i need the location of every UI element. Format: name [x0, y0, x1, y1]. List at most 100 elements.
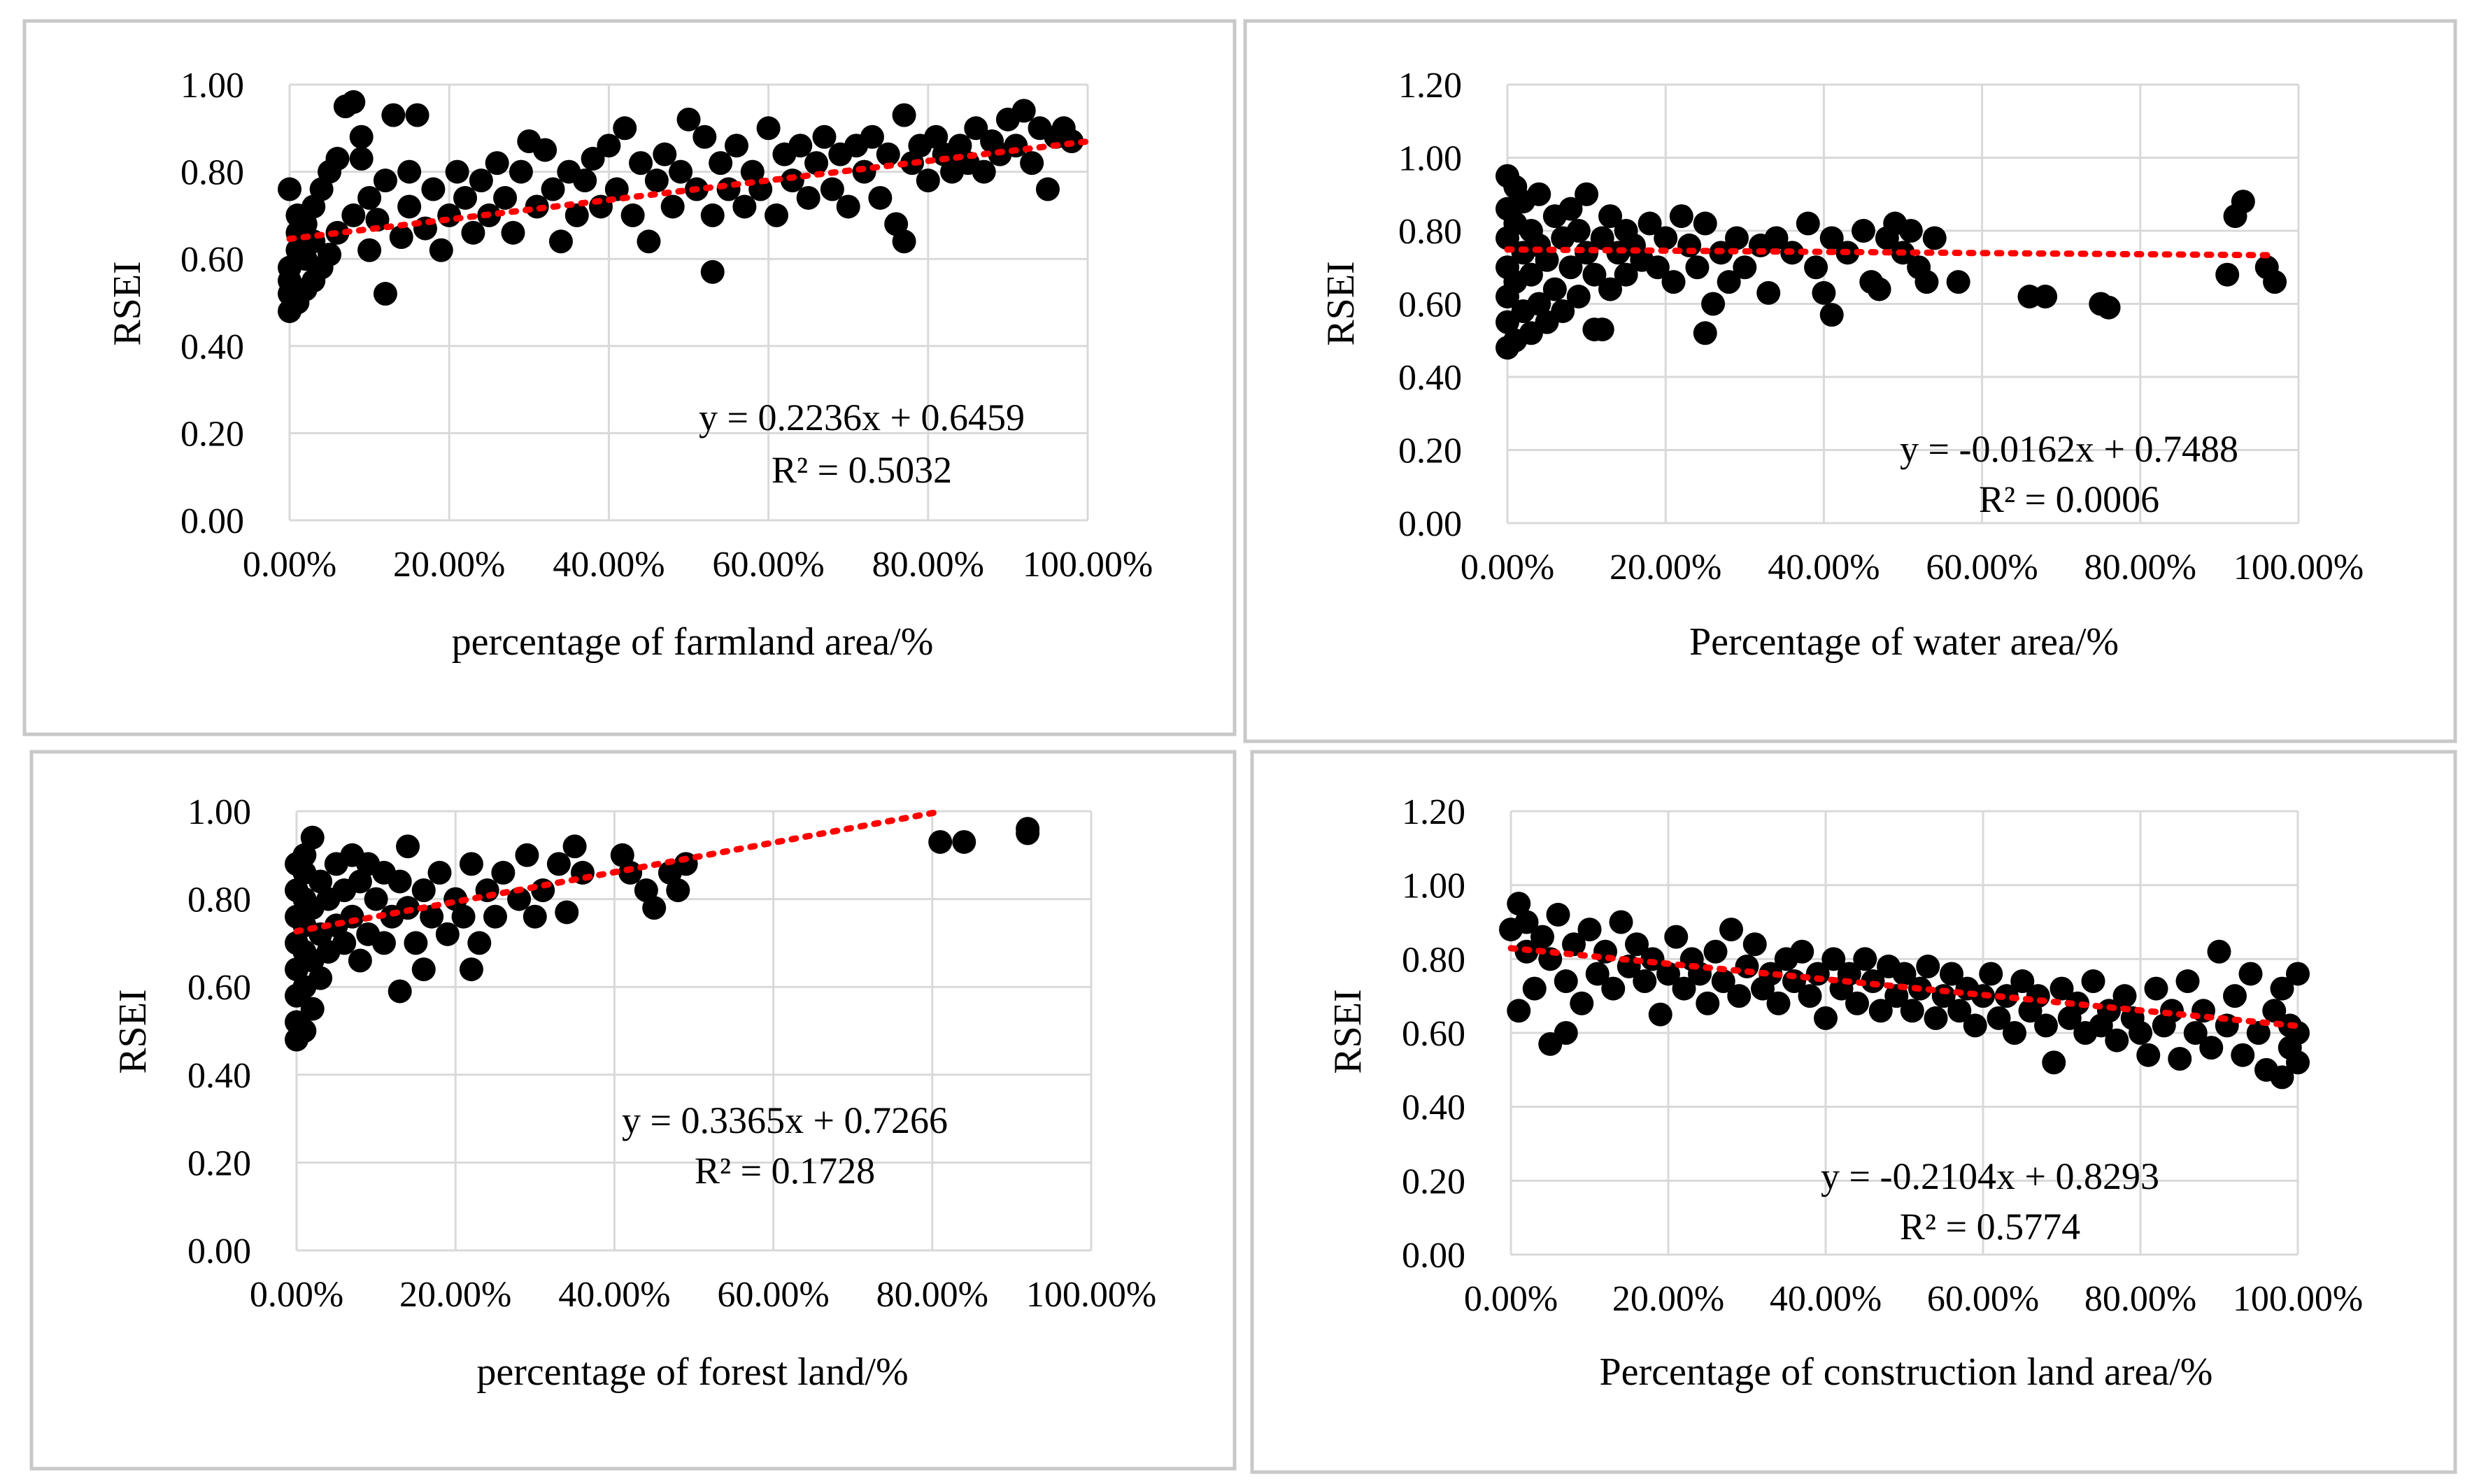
y-tick-label: 0.80 — [1402, 940, 1465, 980]
trendline-r2-4: R² = 0.5774 — [1900, 1206, 2080, 1248]
scatter-point — [1798, 984, 1822, 1008]
scatter-point — [613, 116, 637, 141]
scatter-point — [1994, 984, 2019, 1008]
scatter-point — [1727, 984, 1752, 1008]
chart-panel-forest: RSEI percentage of forest land/% y = 0.3… — [111, 792, 1156, 1394]
scatter-point — [1979, 962, 2003, 986]
scatter-point — [509, 159, 533, 184]
x-tick-label: 80.00% — [2084, 548, 2196, 587]
scatter-point — [916, 169, 940, 193]
scatter-point — [1598, 277, 1623, 301]
x-tick-label: 20.00% — [393, 545, 505, 585]
scatter-point — [1804, 255, 1828, 280]
scatter-point — [1742, 932, 1767, 957]
scatter-point — [1020, 151, 1044, 176]
chart-panel-water: RSEI Percentage of water area/% y = -0.0… — [1319, 66, 2364, 664]
y-axis-label-4: RSEI — [1326, 989, 1370, 1073]
scatter-point — [1640, 947, 1665, 971]
scatter-point — [388, 979, 412, 1004]
trendline-r2-1: R² = 0.5032 — [772, 449, 952, 491]
scatter-point — [700, 203, 725, 227]
scatter-point — [1756, 280, 1781, 305]
scatter-point — [2231, 1043, 2255, 1067]
scatter-point — [1514, 910, 1539, 934]
scatter-point — [1661, 270, 1686, 294]
x-tick-label: 60.00% — [712, 545, 824, 585]
scatter-point — [1796, 211, 1820, 236]
trendline-equation-2: y = -0.0162x + 0.7488 — [1900, 428, 2238, 470]
scatter-point — [1924, 1006, 1948, 1030]
scatter-point — [405, 103, 429, 127]
scatter-point — [972, 159, 996, 184]
x-tick-label: 0.00% — [250, 1275, 343, 1315]
trendline — [293, 808, 946, 935]
scatter-point — [1519, 262, 1543, 287]
scatter-point — [562, 834, 587, 859]
scatter-point — [292, 1019, 317, 1043]
y-tick-label: 1.00 — [1402, 866, 1465, 906]
y-tick-label: 0.60 — [1398, 285, 1462, 325]
scatter-point — [483, 904, 507, 929]
scatter-point — [2066, 991, 2089, 1015]
x-tick-label: 80.00% — [872, 545, 984, 585]
scatter-point — [1724, 226, 1749, 250]
x-tick-label: 0.00% — [1461, 548, 1554, 587]
scatter-point — [1898, 219, 1923, 243]
scatter-point — [427, 860, 452, 885]
scatter-point — [2263, 270, 2287, 294]
scatter-point — [692, 124, 717, 149]
scatter-point — [1759, 962, 1783, 986]
x-tick-label: 40.00% — [1768, 548, 1880, 587]
scatter-point — [531, 878, 555, 903]
x-tick-label: 100.00% — [2233, 548, 2364, 587]
y-tick-label: 1.20 — [1398, 66, 1462, 106]
scatter-point — [1845, 991, 1869, 1015]
scatter-point — [2097, 999, 2121, 1023]
scatter-point — [469, 169, 493, 193]
scatter-point — [507, 887, 532, 911]
scatter-point — [308, 966, 333, 990]
scatter-point — [1609, 910, 1633, 934]
scatter-point — [546, 852, 571, 876]
scatter-point — [1664, 925, 1689, 949]
y-tick-label: 0.60 — [1402, 1014, 1465, 1054]
scatter-point — [459, 957, 483, 982]
scatter-point — [340, 904, 364, 929]
trendline-equation-1: y = 0.2236x + 0.6459 — [699, 397, 1025, 438]
trendline — [1504, 246, 2278, 259]
y-tick-label: 1.20 — [1402, 792, 1465, 832]
scatter-point — [1656, 962, 1680, 986]
scatter-point — [2231, 190, 2255, 214]
scatter-point — [666, 878, 690, 903]
scatter-point — [404, 931, 428, 955]
x-tick-label: 0.00% — [1464, 1279, 1558, 1319]
scatter-point — [1570, 991, 1594, 1015]
y-tick-label: 0.60 — [187, 968, 251, 1008]
chart-panel-construction: RSEI Percentage of construction land are… — [1326, 792, 2363, 1394]
scatter-point — [451, 904, 476, 929]
scatter-point — [2112, 984, 2137, 1008]
y-tick-label: 0.80 — [180, 153, 244, 193]
scatter-point — [2129, 1021, 2152, 1045]
y-tick-label: 0.00 — [1398, 504, 1462, 544]
scatter-point — [1717, 270, 1741, 294]
scatter-point — [618, 860, 643, 885]
scatter-point — [555, 900, 579, 925]
scatter-point — [325, 146, 350, 171]
scatter-point — [1654, 226, 1678, 250]
scatter-point — [1566, 285, 1591, 309]
scatter-point — [429, 238, 453, 262]
scatter-point — [397, 194, 422, 219]
scatter-point — [1562, 932, 1586, 957]
scatter-point — [1819, 303, 1844, 327]
scatter-point — [1648, 1002, 1672, 1027]
scatter-point — [573, 169, 597, 193]
y-tick-label: 1.00 — [1398, 139, 1462, 179]
scatter-point — [1701, 292, 1726, 316]
panel-frame-4 — [1250, 750, 2457, 1474]
scatter-point — [2207, 939, 2231, 964]
scatter-point — [2175, 969, 2200, 994]
y-tick-label: 0.00 — [180, 501, 244, 541]
scatter-point — [278, 177, 301, 201]
